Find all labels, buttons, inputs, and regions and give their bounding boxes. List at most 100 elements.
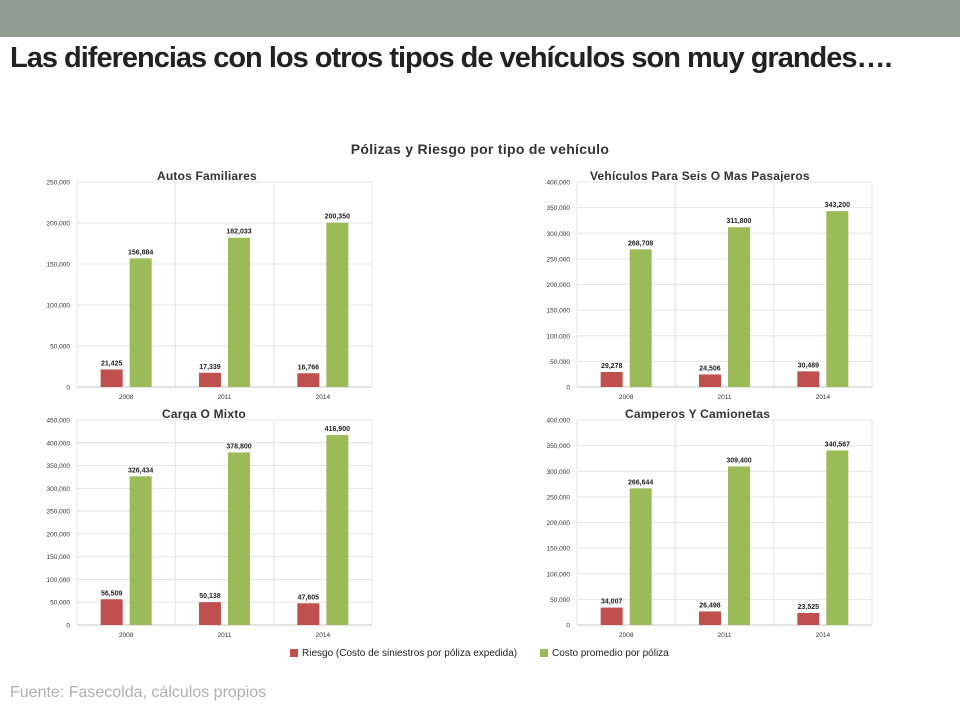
data-label-riesgo: 34,007 (601, 599, 623, 606)
y-tick-label: 50,000 (50, 344, 70, 351)
bar-costo (228, 237, 250, 387)
y-tick-label: 250,000 (47, 180, 71, 187)
legend-swatch-riesgo (290, 649, 298, 657)
bar-chart-camperos: 0 50,000 100,000 150,000 200,000 250,000 300,0… (547, 418, 873, 639)
data-label-costo: 340,567 (825, 441, 850, 448)
bar-chart-autos-familiares: 0 50,000 100,000 150,000 200,000 250,000 21,42… (47, 180, 373, 401)
bar-costo (326, 222, 349, 387)
y-tick-label: 300,000 (547, 231, 571, 238)
y-tick-label: 250,000 (47, 509, 71, 516)
y-tick-label: 100,000 (547, 333, 571, 340)
bar-riesgo (100, 369, 123, 387)
y-tick-label: 100,000 (47, 303, 71, 310)
source-note: Fuente: Fasecolda, cálculos propios (10, 684, 267, 701)
y-tick-label: 100,000 (547, 571, 571, 578)
bar-costo (129, 258, 152, 387)
legend-item-riesgo: Riesgo (Costo de siniestros por póliza e… (290, 648, 517, 659)
data-label-costo: 378,800 (226, 443, 251, 450)
y-tick-label: 150,000 (47, 262, 71, 269)
data-label-riesgo: 24,506 (699, 365, 721, 372)
y-tick-label: 350,000 (547, 443, 571, 450)
bar-costo (629, 488, 652, 625)
data-label-costo: 182,033 (226, 229, 251, 236)
legend-label-costo: Costo promedio por póliza (552, 648, 669, 659)
bar-chart-seis-pasajeros: 0 50,000 100,000 150,000 200,000 250,000 300,0… (547, 180, 873, 401)
y-tick-label: 200,000 (547, 282, 571, 289)
data-label-riesgo: 29,278 (601, 363, 623, 370)
bar-riesgo (699, 611, 721, 625)
bar-chart-carga-mixto: 0 50,000 100,000 150,000 200,000 250,000 300,0… (47, 418, 373, 639)
y-tick-label: 200,000 (47, 531, 71, 538)
y-tick-label: 150,000 (547, 546, 571, 553)
data-label-costo: 343,200 (825, 202, 850, 209)
bar-costo (728, 466, 750, 625)
y-tick-label: 0 (66, 385, 70, 392)
data-label-costo: 200,350 (325, 214, 350, 221)
bar-riesgo (600, 607, 623, 625)
data-label-riesgo: 47,605 (298, 594, 320, 601)
data-label-costo: 156,884 (128, 249, 153, 256)
data-label-costo: 326,434 (128, 467, 153, 474)
y-tick-label: 450,000 (47, 418, 71, 425)
bar-riesgo (797, 612, 820, 625)
y-tick-label: 0 (566, 385, 570, 392)
bar-riesgo (797, 371, 820, 387)
data-label-riesgo: 17,339 (199, 364, 221, 371)
y-tick-label: 250,000 (547, 494, 571, 501)
bar-costo (826, 211, 849, 387)
y-tick-label: 50,000 (550, 597, 570, 604)
panel-title-autos-familiares: Autos Familiares (157, 169, 257, 183)
legend-swatch-costo (540, 649, 548, 657)
data-label-riesgo: 21,425 (101, 360, 123, 367)
bar-riesgo (100, 599, 123, 625)
panel-title-seis-pasajeros: Vehículos Para Seis O Mas Pasajeros (590, 169, 810, 183)
x-tick-label: 2011 (718, 632, 732, 639)
y-tick-label: 400,000 (547, 418, 571, 425)
data-label-costo: 268,708 (628, 240, 653, 247)
data-label-costo: 311,800 (727, 218, 752, 225)
legend-item-costo: Costo promedio por póliza (540, 648, 669, 659)
x-tick-label: 2014 (316, 394, 331, 401)
y-tick-label: 200,000 (547, 520, 571, 527)
x-tick-label: 2011 (218, 394, 232, 401)
data-label-riesgo: 26,498 (699, 602, 721, 609)
bar-riesgo (297, 373, 320, 387)
x-tick-label: 2014 (816, 394, 831, 401)
y-tick-label: 350,000 (47, 463, 71, 470)
bar-riesgo (600, 371, 623, 387)
data-label-riesgo: 30,489 (798, 362, 820, 369)
y-tick-label: 400,000 (547, 180, 571, 187)
y-tick-label: 0 (66, 623, 70, 630)
y-tick-label: 400,000 (47, 440, 71, 447)
legend-label-riesgo: Riesgo (Costo de siniestros por póliza e… (302, 648, 518, 659)
x-tick-label: 2008 (619, 394, 634, 401)
x-tick-label: 2014 (816, 632, 831, 639)
bar-costo (228, 452, 250, 625)
bar-costo (129, 476, 152, 625)
data-label-costo: 416,900 (325, 426, 350, 433)
panel-title-camperos: Camperos Y Camionetas (625, 407, 771, 421)
data-label-riesgo: 50,138 (199, 593, 221, 600)
bar-costo (629, 249, 652, 387)
y-tick-label: 150,000 (47, 554, 71, 561)
y-tick-label: 100,000 (47, 577, 71, 584)
bar-costo (826, 450, 849, 625)
slide-title: Las diferencias con los otros tipos de v… (10, 42, 893, 74)
data-label-costo: 266,644 (628, 479, 653, 486)
x-tick-label: 2011 (218, 632, 232, 639)
y-tick-label: 300,000 (547, 469, 571, 476)
y-tick-label: 300,000 (47, 486, 71, 493)
y-tick-label: 350,000 (547, 205, 571, 212)
x-tick-label: 2008 (619, 632, 634, 639)
data-label-riesgo: 56,509 (101, 590, 123, 597)
header-bar (0, 0, 960, 37)
bar-riesgo (297, 603, 320, 625)
x-tick-label: 2011 (718, 394, 732, 401)
y-tick-label: 250,000 (547, 256, 571, 263)
data-label-costo: 309,400 (726, 457, 751, 464)
x-tick-label: 2008 (119, 632, 134, 639)
chart-title: Pólizas y Riesgo por tipo de vehículo (350, 141, 610, 157)
x-tick-label: 2008 (119, 394, 134, 401)
y-tick-label: 50,000 (50, 600, 70, 607)
data-label-riesgo: 16,766 (298, 364, 320, 371)
